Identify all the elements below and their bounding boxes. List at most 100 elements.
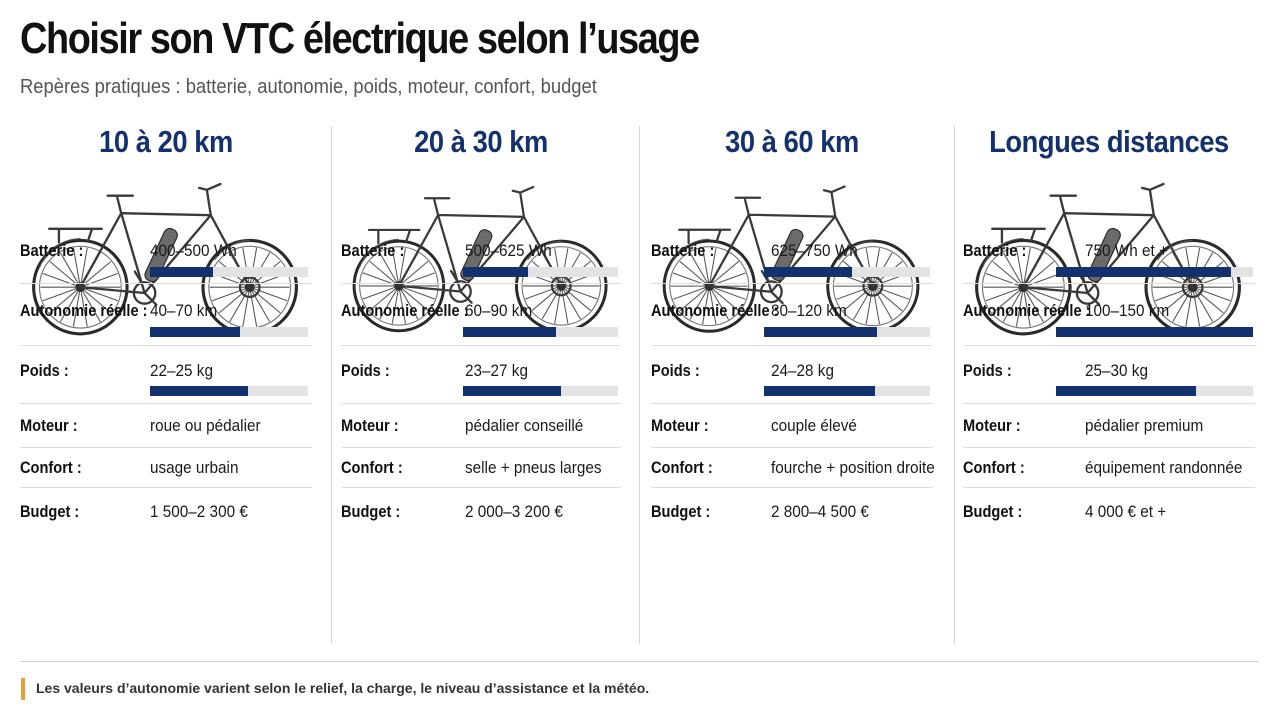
spec-value-batterie: 750 Wh et + bbox=[1085, 241, 1168, 260]
level-bar-fill bbox=[764, 386, 876, 396]
usage-column: Longues distances Batterie : 750 Wh et + A… bbox=[963, 118, 1255, 648]
column-divider bbox=[639, 126, 640, 644]
spec-value-budget: 1 500–2 300 € bbox=[150, 502, 248, 521]
spec-value-moteur: couple élevé bbox=[771, 416, 857, 435]
level-bar-fill bbox=[1056, 267, 1232, 277]
footer-accent-bar bbox=[21, 678, 25, 700]
spec-label-budget: Budget : bbox=[20, 502, 80, 521]
spec-row-confort: Confort : équipement randonnée bbox=[963, 448, 1255, 488]
spec-label-autonomie: Autonomie réelle : bbox=[341, 301, 469, 320]
spec-value-batterie: 625–750 Wh bbox=[771, 241, 858, 260]
column-divider bbox=[954, 126, 955, 644]
spec-label-poids: Poids : bbox=[651, 361, 700, 380]
spec-value-autonomie: 60–90 km bbox=[465, 301, 533, 320]
level-bar-autonomie bbox=[1056, 327, 1253, 337]
spec-label-batterie: Batterie : bbox=[963, 241, 1027, 260]
spec-value-poids: 24–28 kg bbox=[771, 361, 834, 380]
spec-row-batterie: Batterie : 500–625 Wh bbox=[341, 224, 621, 284]
spec-label-poids: Poids : bbox=[20, 361, 69, 380]
spec-label-moteur: Moteur : bbox=[963, 416, 1021, 435]
footer-divider bbox=[20, 661, 1258, 662]
spec-value-autonomie: 40–70 km bbox=[150, 301, 218, 320]
spec-label-batterie: Batterie : bbox=[651, 241, 715, 260]
level-bar-poids bbox=[1056, 386, 1253, 396]
spec-row-moteur: Moteur : pédalier conseillé bbox=[341, 404, 621, 448]
spec-row-batterie: Batterie : 750 Wh et + bbox=[963, 224, 1255, 284]
spec-value-moteur: pédalier premium bbox=[1085, 416, 1204, 435]
spec-label-poids: Poids : bbox=[341, 361, 390, 380]
level-bar-autonomie bbox=[150, 327, 308, 337]
spec-value-poids: 23–27 kg bbox=[465, 361, 528, 380]
spec-row-batterie: Batterie : 400–500 Wh bbox=[20, 224, 312, 284]
spec-row-moteur: Moteur : couple élevé bbox=[651, 404, 933, 448]
spec-row-moteur: Moteur : roue ou pédalier bbox=[20, 404, 312, 448]
level-bar-fill bbox=[150, 267, 214, 277]
spec-label-moteur: Moteur : bbox=[20, 416, 78, 435]
spec-value-budget: 2 000–3 200 € bbox=[465, 502, 563, 521]
spec-value-moteur: pédalier conseillé bbox=[465, 416, 584, 435]
spec-row-budget: Budget : 2 800–4 500 € bbox=[651, 488, 933, 530]
spec-row-confort: Confort : usage urbain bbox=[20, 448, 312, 488]
level-bar-fill bbox=[764, 267, 852, 277]
spec-row-autonomie: Autonomie réelle :40–70 km bbox=[20, 284, 312, 346]
spec-row-confort: Confort : fourche + position droite bbox=[651, 448, 935, 488]
spec-label-confort: Confort : bbox=[341, 458, 403, 477]
column-divider bbox=[331, 126, 332, 644]
spec-value-budget: 2 800–4 500 € bbox=[771, 502, 869, 521]
column-title: 10 à 20 km bbox=[99, 124, 233, 159]
spec-value-confort: équipement randonnée bbox=[1085, 458, 1243, 477]
spec-row-batterie: Batterie : 625–750 Wh bbox=[651, 224, 933, 284]
spec-label-batterie: Batterie : bbox=[341, 241, 405, 260]
spec-label-moteur: Moteur : bbox=[651, 416, 709, 435]
spec-row-autonomie: Autonomie réelle :80–120 km bbox=[651, 284, 933, 346]
spec-value-moteur: roue ou pédalier bbox=[150, 416, 261, 435]
spec-value-batterie: 500–625 Wh bbox=[465, 241, 552, 260]
level-bar-autonomie bbox=[463, 327, 618, 337]
spec-label-batterie: Batterie : bbox=[20, 241, 84, 260]
spec-row-poids: Poids : 22–25 kg bbox=[20, 346, 312, 404]
spec-label-poids: Poids : bbox=[963, 361, 1012, 380]
spec-label-confort: Confort : bbox=[963, 458, 1025, 477]
spec-label-budget: Budget : bbox=[963, 502, 1023, 521]
level-bar-fill bbox=[1056, 386, 1196, 396]
spec-value-budget: 4 000 € et + bbox=[1085, 502, 1167, 521]
spec-label-budget: Budget : bbox=[651, 502, 711, 521]
spec-label-autonomie: Autonomie réelle : bbox=[963, 301, 1091, 320]
column-title: 20 à 30 km bbox=[414, 124, 548, 159]
spec-row-autonomie: Autonomie réelle :100–150 km bbox=[963, 284, 1255, 346]
spec-row-budget: Budget : 2 000–3 200 € bbox=[341, 488, 621, 530]
spec-label-autonomie: Autonomie réelle : bbox=[651, 301, 779, 320]
usage-column: 20 à 30 km Batterie : 500–625 Wh Autonomie… bbox=[341, 118, 621, 648]
page-subtitle: Repères pratiques : batterie, autonomie,… bbox=[20, 76, 597, 98]
column-title: 30 à 60 km bbox=[725, 124, 859, 159]
level-bar-fill bbox=[150, 386, 248, 396]
spec-row-autonomie: Autonomie réelle :60–90 km bbox=[341, 284, 621, 346]
usage-column: 30 à 60 km Batterie : 625–750 Wh Autonomie… bbox=[651, 118, 935, 648]
level-bar-fill bbox=[1056, 327, 1253, 337]
page-title: Choisir son VTC électrique selon l’usage bbox=[20, 14, 700, 63]
level-bar-poids bbox=[150, 386, 308, 396]
spec-value-autonomie: 80–120 km bbox=[771, 301, 847, 320]
spec-value-confort: usage urbain bbox=[150, 458, 239, 477]
spec-value-confort: selle + pneus larges bbox=[465, 458, 602, 477]
level-bar-fill bbox=[463, 267, 529, 277]
spec-value-confort: fourche + position droite bbox=[771, 458, 935, 477]
spec-row-poids: Poids : 24–28 kg bbox=[651, 346, 933, 404]
spec-label-confort: Confort : bbox=[20, 458, 82, 477]
spec-value-autonomie: 100–150 km bbox=[1085, 301, 1170, 320]
footer-note: Les valeurs d’autonomie varient selon le… bbox=[36, 680, 650, 696]
level-bar-poids bbox=[463, 386, 618, 396]
level-bar-poids bbox=[764, 386, 930, 396]
column-title: Longues distances bbox=[989, 124, 1229, 159]
level-bar-batterie bbox=[150, 267, 308, 277]
spec-value-batterie: 400–500 Wh bbox=[150, 241, 237, 260]
level-bar-fill bbox=[764, 327, 877, 337]
spec-row-budget: Budget : 4 000 € et + bbox=[963, 488, 1255, 530]
level-bar-batterie bbox=[1056, 267, 1253, 277]
spec-label-confort: Confort : bbox=[651, 458, 713, 477]
spec-row-moteur: Moteur : pédalier premium bbox=[963, 404, 1255, 448]
spec-row-poids: Poids : 25–30 kg bbox=[963, 346, 1255, 404]
level-bar-batterie bbox=[463, 267, 618, 277]
level-bar-fill bbox=[150, 327, 241, 337]
spec-row-budget: Budget : 1 500–2 300 € bbox=[20, 488, 312, 530]
